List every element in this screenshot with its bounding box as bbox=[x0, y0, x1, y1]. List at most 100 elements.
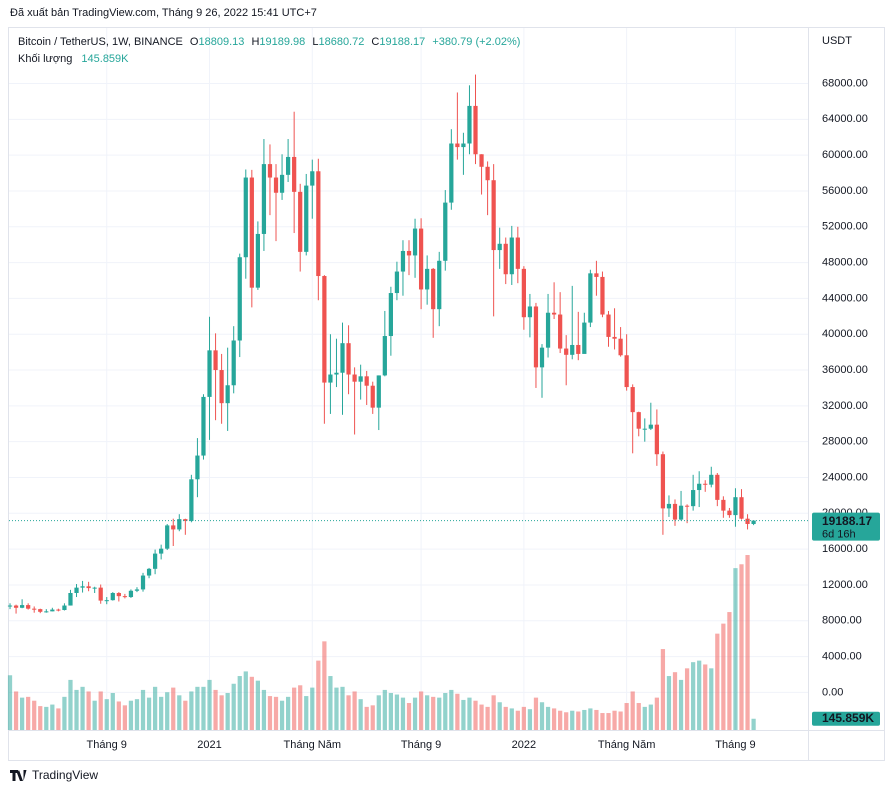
volume-bar bbox=[618, 711, 623, 730]
volume-bar bbox=[292, 687, 297, 730]
candle-body bbox=[684, 505, 690, 507]
volume-bar bbox=[576, 711, 581, 730]
candle-body bbox=[261, 164, 267, 234]
grid bbox=[9, 28, 808, 730]
candle-body bbox=[564, 348, 569, 355]
candle-body bbox=[624, 355, 629, 388]
volume-bar bbox=[376, 695, 381, 730]
candle-body bbox=[292, 156, 297, 192]
candle-body bbox=[152, 553, 158, 569]
candle-body bbox=[207, 350, 212, 397]
volume-bar bbox=[654, 697, 659, 730]
volume-bar bbox=[50, 704, 55, 730]
volume-bar bbox=[739, 564, 744, 730]
candle-body bbox=[285, 156, 291, 175]
candle-body bbox=[461, 143, 466, 148]
candle-body bbox=[44, 611, 49, 613]
candle-body bbox=[56, 609, 61, 611]
y-tick-label: 48000.00 bbox=[822, 257, 868, 269]
y-tick-label: 36000.00 bbox=[822, 364, 868, 376]
volume-bar bbox=[298, 685, 303, 730]
volume-bar bbox=[733, 568, 738, 730]
x-tick-label: 2021 bbox=[197, 739, 221, 751]
candle-body bbox=[177, 519, 182, 530]
volume-bar bbox=[110, 693, 115, 730]
volume-bar bbox=[467, 697, 472, 730]
y-tick-label: 16000.00 bbox=[822, 543, 868, 555]
candle-body bbox=[551, 312, 557, 315]
candle-body bbox=[92, 587, 97, 589]
candle-body bbox=[527, 306, 533, 318]
candle-body bbox=[328, 374, 333, 383]
candle-body bbox=[612, 336, 617, 339]
candle-body bbox=[195, 455, 200, 480]
volume-last: 145.859K bbox=[81, 53, 129, 65]
candle-body bbox=[316, 171, 321, 277]
candle-body bbox=[576, 344, 581, 354]
candle-body bbox=[539, 347, 545, 368]
candle-body bbox=[588, 273, 593, 323]
volume-bar bbox=[334, 687, 339, 730]
candle-body bbox=[630, 387, 635, 413]
volume-bar bbox=[527, 709, 533, 730]
candle-body bbox=[243, 177, 248, 258]
candle-body bbox=[140, 575, 146, 590]
volume-bar bbox=[479, 704, 484, 730]
candle-body bbox=[213, 350, 218, 371]
volume-bar bbox=[19, 697, 25, 730]
volume-bar bbox=[418, 691, 424, 730]
candle-body bbox=[666, 503, 672, 509]
volume-bar bbox=[449, 689, 454, 730]
candle-body bbox=[721, 499, 726, 511]
volume-bar bbox=[394, 694, 400, 730]
y-tick-label: 0.00 bbox=[822, 686, 843, 698]
volume-bar bbox=[183, 700, 188, 730]
candle-body bbox=[322, 276, 327, 383]
last-volume-box bbox=[812, 711, 880, 726]
candle-body bbox=[618, 338, 623, 356]
candle-body bbox=[98, 587, 103, 601]
candle-body bbox=[13, 605, 19, 608]
volume-bar bbox=[243, 671, 248, 730]
volume-bar bbox=[328, 676, 333, 730]
volume-bar bbox=[68, 679, 73, 730]
candle-body bbox=[19, 605, 25, 608]
candle-body bbox=[146, 568, 152, 576]
volume-bar bbox=[406, 703, 412, 730]
volume-bar bbox=[533, 697, 539, 730]
candle-body bbox=[225, 385, 230, 404]
volume-bar bbox=[606, 713, 611, 730]
volume-bar bbox=[56, 708, 61, 730]
ohlc-high: 19189.98 bbox=[259, 36, 305, 48]
candle-body bbox=[733, 497, 738, 516]
volume-bar bbox=[672, 672, 678, 730]
candle-body bbox=[237, 257, 242, 341]
candle-body bbox=[606, 314, 611, 337]
last-price-box bbox=[812, 512, 880, 541]
candle-body bbox=[104, 600, 109, 602]
volume-bar bbox=[346, 695, 351, 730]
volume-bar bbox=[570, 710, 575, 730]
y-tick-label: 52000.00 bbox=[822, 221, 868, 233]
candle-body bbox=[412, 228, 418, 256]
candle-body bbox=[26, 605, 31, 609]
candle-body bbox=[201, 396, 206, 456]
candle-body bbox=[431, 268, 436, 310]
candle-body bbox=[171, 525, 176, 530]
countdown-label: 6d 16h bbox=[822, 528, 856, 540]
candle-body bbox=[267, 164, 273, 178]
candle-body bbox=[159, 548, 164, 554]
volume-bar bbox=[219, 695, 224, 730]
candle-body bbox=[406, 250, 412, 256]
candle-body bbox=[86, 586, 91, 589]
volume-bar bbox=[594, 709, 599, 730]
volume-bar bbox=[648, 704, 653, 730]
candle-body bbox=[364, 376, 369, 386]
candle-body bbox=[727, 510, 732, 516]
volume-bar bbox=[564, 712, 569, 730]
candle-body bbox=[219, 370, 224, 404]
candle-body bbox=[110, 593, 115, 601]
volume-bar bbox=[412, 697, 418, 730]
candle-body bbox=[642, 428, 647, 430]
